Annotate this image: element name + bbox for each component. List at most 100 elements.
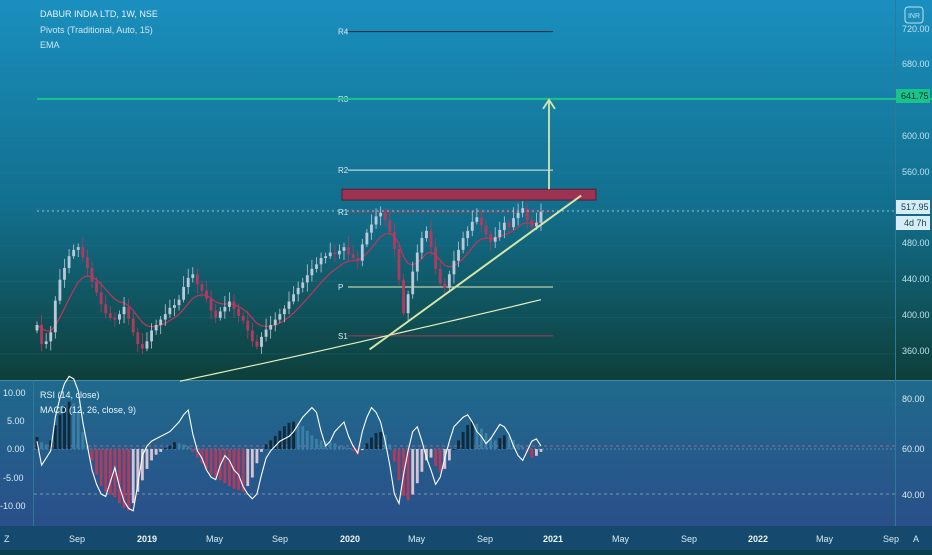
candle-body[interactable]: [296, 287, 300, 295]
candle-body[interactable]: [159, 319, 163, 326]
candle-body[interactable]: [154, 325, 158, 331]
candle-body[interactable]: [379, 212, 383, 217]
candle-body[interactable]: [324, 256, 328, 259]
candle-body[interactable]: [40, 325, 44, 345]
rsi-indicator-label[interactable]: RSI (14, close): [40, 390, 100, 400]
candle-body[interactable]: [301, 282, 305, 288]
candle-body[interactable]: [429, 230, 433, 248]
candle-body[interactable]: [131, 318, 135, 333]
candle-body[interactable]: [493, 237, 497, 242]
pivots-indicator-label[interactable]: Pivots (Traditional, Auto, 15): [40, 25, 153, 35]
candle-body[interactable]: [480, 217, 483, 226]
candle-body[interactable]: [525, 208, 529, 220]
candle-body[interactable]: [415, 252, 419, 272]
candle-body[interactable]: [498, 229, 502, 238]
candle-body[interactable]: [438, 268, 442, 284]
candle-body[interactable]: [228, 301, 231, 307]
candle-body[interactable]: [269, 325, 273, 330]
candle-body[interactable]: [282, 308, 286, 315]
candle-body[interactable]: [49, 332, 53, 342]
currency-badge[interactable]: [904, 6, 924, 24]
candle-body[interactable]: [150, 330, 153, 342]
candle-body[interactable]: [337, 250, 341, 255]
candle-body[interactable]: [136, 332, 140, 345]
drawings-layer[interactable]: [37, 97, 932, 351]
candle-body[interactable]: [81, 247, 85, 258]
candle-body[interactable]: [209, 298, 213, 311]
candle-body[interactable]: [489, 234, 493, 242]
candle-body[interactable]: [72, 249, 76, 257]
candle-body[interactable]: [246, 320, 250, 331]
candle-body[interactable]: [186, 277, 190, 287]
candle-body[interactable]: [76, 247, 80, 250]
candle-body[interactable]: [351, 254, 355, 259]
candle-body[interactable]: [434, 247, 438, 269]
macd-indicator-label[interactable]: MACD (12, 26, close, 9): [40, 405, 136, 415]
candle-body[interactable]: [516, 212, 520, 219]
candle-body[interactable]: [218, 311, 222, 318]
candle-body[interactable]: [397, 248, 401, 280]
candle-body[interactable]: [53, 300, 57, 333]
candle-body[interactable]: [260, 336, 263, 347]
candle-body[interactable]: [90, 267, 94, 282]
candle-body[interactable]: [182, 286, 186, 300]
candle-body[interactable]: [223, 306, 227, 312]
ema-indicator-label[interactable]: EMA: [40, 40, 60, 50]
candle-body[interactable]: [67, 256, 71, 268]
candle-body[interactable]: [530, 219, 534, 227]
candle-body[interactable]: [191, 274, 195, 278]
candle-body[interactable]: [521, 208, 525, 213]
candle-body[interactable]: [502, 222, 506, 230]
candle-body[interactable]: [104, 304, 108, 314]
candle-body[interactable]: [425, 230, 428, 239]
candle-body[interactable]: [475, 217, 479, 222]
candle-body[interactable]: [470, 221, 474, 231]
time-axis-corner-left[interactable]: Z: [4, 534, 10, 544]
candle-body[interactable]: [287, 301, 291, 309]
candle-body[interactable]: [374, 216, 378, 225]
candle-body[interactable]: [85, 257, 89, 268]
candle-body[interactable]: [58, 279, 62, 301]
candle-body[interactable]: [127, 306, 131, 319]
candle-body[interactable]: [195, 274, 199, 285]
candle-body[interactable]: [214, 310, 218, 318]
candle-body[interactable]: [232, 301, 236, 309]
candle-body[interactable]: [411, 271, 415, 295]
candle-body[interactable]: [539, 211, 543, 223]
candle-body[interactable]: [315, 264, 318, 269]
candle-body[interactable]: [356, 258, 360, 261]
candle-body[interactable]: [140, 344, 144, 349]
candle-body[interactable]: [108, 313, 112, 318]
candle-body[interactable]: [205, 290, 208, 299]
candle-body[interactable]: [99, 292, 103, 305]
candle-body[interactable]: [118, 314, 121, 320]
candle-body[interactable]: [461, 238, 465, 250]
candle-body[interactable]: [383, 212, 387, 220]
candle-body[interactable]: [457, 249, 460, 261]
candle-body[interactable]: [420, 238, 424, 253]
candle-body[interactable]: [200, 284, 204, 291]
candle-body[interactable]: [466, 230, 470, 239]
candle-body[interactable]: [241, 315, 245, 321]
candle-body[interactable]: [342, 247, 346, 251]
candle-body[interactable]: [177, 299, 181, 306]
candle-body[interactable]: [95, 281, 98, 293]
symbol-title[interactable]: DABUR INDIA LTD, 1W, NSE: [40, 9, 158, 19]
candle-body[interactable]: [512, 218, 515, 228]
candle-body[interactable]: [310, 268, 314, 276]
candle-body[interactable]: [365, 232, 369, 245]
candle-body[interactable]: [360, 244, 364, 261]
candle-body[interactable]: [388, 219, 392, 232]
candle-body[interactable]: [44, 341, 48, 345]
candle-body[interactable]: [145, 341, 149, 349]
candle-body[interactable]: [319, 258, 323, 265]
price-axis[interactable]: 720.00 680.00 600.00 560.00 480.00 440.0…: [896, 6, 930, 356]
candle-body[interactable]: [273, 319, 277, 326]
candle-body[interactable]: [122, 306, 126, 315]
candle-body[interactable]: [333, 252, 337, 255]
resistance-zone-box[interactable]: [341, 188, 597, 201]
candle-body[interactable]: [173, 305, 176, 308]
candle-body[interactable]: [264, 329, 268, 337]
candle-body[interactable]: [63, 267, 66, 280]
